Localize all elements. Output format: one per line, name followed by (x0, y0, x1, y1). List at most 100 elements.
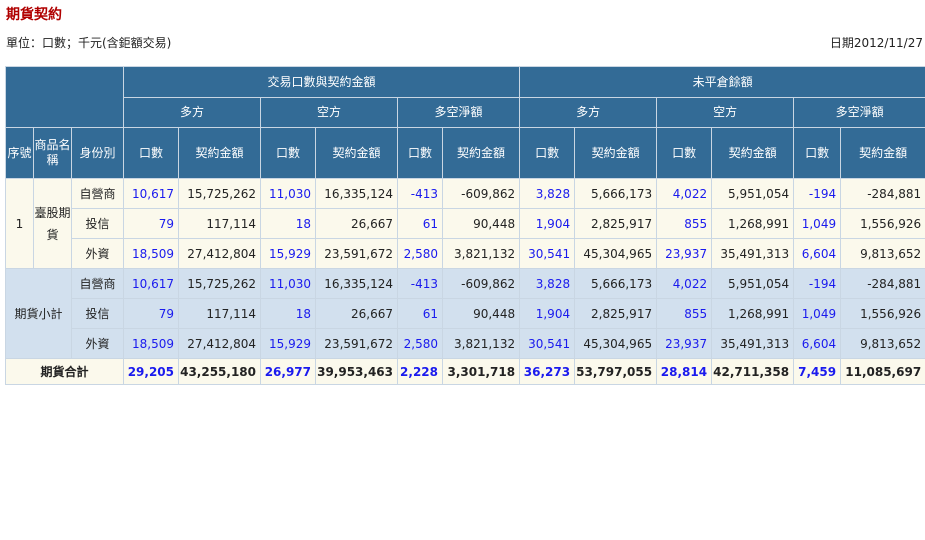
header-oi-net: 多空淨額 (793, 97, 925, 128)
amount-cell: 15,725,262 (178, 268, 262, 299)
unit-note: 單位：口數；千元(含鉅額交易) (6, 36, 172, 50)
total-lots-cell[interactable]: 28,814 (656, 358, 713, 385)
table-row: 外資 18,509 27,412,804 15,929 23,591,672 2,580 3… (6, 328, 925, 359)
lots-cell[interactable]: 18 (260, 298, 317, 329)
amount-cell: 2,825,917 (574, 298, 658, 329)
table-row: 外資 18,509 27,412,804 15,929 23,591,672 2,580 3… (6, 238, 925, 269)
total-amount-cell: 42,711,358 (711, 358, 795, 385)
lots-cell[interactable]: -413 (397, 268, 444, 299)
header-amount: 契約金額 (442, 127, 521, 179)
amount-cell: -284,881 (840, 268, 925, 299)
lots-cell[interactable]: 1,049 (793, 208, 842, 239)
lots-cell[interactable]: 79 (123, 298, 180, 329)
header-amount: 契約金額 (315, 127, 399, 179)
identity-cell: 自營商 (70, 178, 125, 209)
identity-cell: 投信 (70, 208, 125, 239)
amount-cell: 1,556,926 (840, 208, 925, 239)
lots-cell[interactable]: 10,617 (123, 268, 180, 299)
amount-cell: 90,448 (442, 208, 521, 239)
header-lots: 口數 (519, 127, 576, 179)
amount-cell: 35,491,313 (711, 328, 795, 359)
amount-cell: 5,666,173 (574, 178, 658, 209)
lots-cell[interactable]: 23,937 (656, 238, 713, 269)
seq-cell: 1 (5, 178, 34, 269)
identity-cell: 自營商 (70, 268, 125, 299)
total-lots-cell[interactable]: 29,205 (123, 358, 180, 385)
lots-cell[interactable]: -194 (793, 178, 842, 209)
lots-cell[interactable]: 855 (656, 298, 713, 329)
total-lots-cell[interactable]: 7,459 (793, 358, 842, 385)
lots-cell[interactable]: 3,828 (519, 268, 576, 299)
amount-cell: 2,825,917 (574, 208, 658, 239)
amount-cell: 3,821,132 (442, 328, 521, 359)
lots-cell[interactable]: 11,030 (260, 268, 317, 299)
amount-cell: 1,268,991 (711, 298, 795, 329)
lots-cell[interactable]: 30,541 (519, 238, 576, 269)
lots-cell[interactable]: 11,030 (260, 178, 317, 209)
lots-cell[interactable]: 1,904 (519, 208, 576, 239)
total-amount-cell: 43,255,180 (178, 358, 262, 385)
total-amount-cell: 53,797,055 (574, 358, 658, 385)
amount-cell: 45,304,965 (574, 328, 658, 359)
header-lots: 口數 (656, 127, 713, 179)
header-seq: 序號 (5, 127, 34, 179)
lots-cell[interactable]: 18 (260, 208, 317, 239)
lots-cell[interactable]: 10,617 (123, 178, 180, 209)
amount-cell: 27,412,804 (178, 328, 262, 359)
amount-cell: 9,813,652 (840, 328, 925, 359)
amount-cell: 1,268,991 (711, 208, 795, 239)
lots-cell[interactable]: 6,604 (793, 328, 842, 359)
header-oi-short: 空方 (656, 97, 795, 128)
lots-cell[interactable]: 4,022 (656, 268, 713, 299)
amount-cell: 117,114 (178, 298, 262, 329)
lots-cell[interactable]: 23,937 (656, 328, 713, 359)
total-lots-cell[interactable]: 26,977 (260, 358, 317, 385)
table-row: 期貨小計 自營商 10,617 15,725,262 11,030 16,335,124-… (5, 268, 925, 359)
lots-cell[interactable]: 79 (123, 208, 180, 239)
header-blank (4, 66, 125, 128)
page-title: 期貨契約 (6, 7, 62, 23)
total-lots-cell[interactable]: 36,273 (519, 358, 576, 385)
amount-cell: 5,951,054 (711, 268, 795, 299)
lots-cell[interactable]: 2,580 (397, 328, 444, 359)
lots-cell[interactable]: 18,509 (123, 238, 180, 269)
amount-cell: -609,862 (442, 178, 521, 209)
report-date: 日期2012/11/27 (829, 36, 923, 50)
amount-cell: 5,951,054 (711, 178, 795, 209)
lots-cell[interactable]: -413 (397, 178, 444, 209)
subtotal-label-cell: 期貨小計 (5, 268, 72, 359)
header-amount: 契約金額 (574, 127, 658, 179)
amount-cell: 15,725,262 (178, 178, 262, 209)
total-amount-cell: 3,301,718 (442, 358, 521, 385)
lots-cell[interactable]: 3,828 (519, 178, 576, 209)
total-lots-cell[interactable]: 2,228 (397, 358, 444, 385)
header-amount: 契約金額 (178, 127, 262, 179)
amount-cell: -609,862 (442, 268, 521, 299)
lots-cell[interactable]: 1,904 (519, 298, 576, 329)
amount-cell: 5,666,173 (574, 268, 658, 299)
header-trading-long: 多方 (123, 97, 262, 128)
table-row: 投信 79 117,114 18 26,667 61 90,448 1,904 2,825,91… (6, 298, 925, 329)
amount-cell: 26,667 (315, 298, 399, 329)
lots-cell[interactable]: 855 (656, 208, 713, 239)
lots-cell[interactable]: 4,022 (656, 178, 713, 209)
lots-cell[interactable]: 61 (397, 298, 444, 329)
amount-cell: 9,813,652 (840, 238, 925, 269)
lots-cell[interactable]: 15,929 (260, 238, 317, 269)
amount-cell: 1,556,926 (840, 298, 925, 329)
lots-cell[interactable]: 30,541 (519, 328, 576, 359)
identity-cell: 投信 (70, 298, 125, 329)
lots-cell[interactable]: 6,604 (793, 238, 842, 269)
header-identity: 身份別 (70, 127, 125, 179)
lots-cell[interactable]: 1,049 (793, 298, 842, 329)
amount-cell: 16,335,124 (315, 268, 399, 299)
lots-cell[interactable]: 15,929 (260, 328, 317, 359)
amount-cell: 35,491,313 (711, 238, 795, 269)
lots-cell[interactable]: 18,509 (123, 328, 180, 359)
lots-cell[interactable]: 61 (397, 208, 444, 239)
lots-cell[interactable]: 2,580 (397, 238, 444, 269)
amount-cell: 90,448 (442, 298, 521, 329)
amount-cell: 117,114 (178, 208, 262, 239)
lots-cell[interactable]: -194 (793, 268, 842, 299)
amount-cell: 16,335,124 (315, 178, 399, 209)
